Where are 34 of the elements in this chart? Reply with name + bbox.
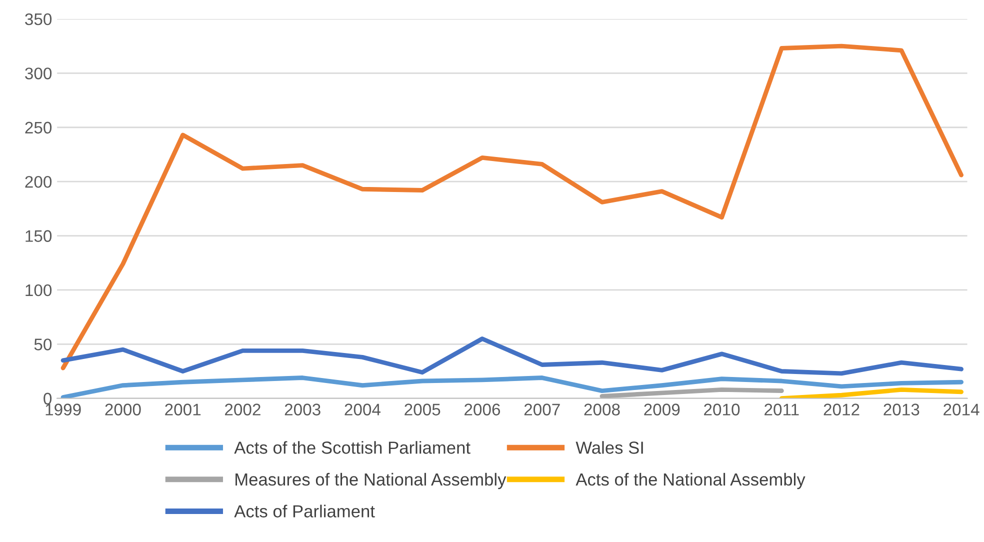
x-tick-label: 2010 [704, 404, 740, 416]
line-series [60, 376, 964, 398]
legend-label: Acts of the Scottish Parliament [234, 441, 470, 454]
x-tick-label: 2009 [644, 404, 680, 416]
x-tick-label: 2001 [165, 404, 201, 416]
x-tick-label: 2008 [584, 404, 620, 416]
x-tick-label: 2011 [764, 404, 799, 416]
y-tick-label: 350 [25, 13, 52, 26]
y-tick-label: 0 [44, 392, 52, 405]
line-series [600, 387, 784, 398]
x-tick-label: 2007 [524, 404, 560, 416]
y-tick-label: 50 [34, 338, 52, 350]
x-tick-label: 2003 [284, 404, 320, 416]
y-tick-label: 300 [25, 68, 52, 80]
legend-label: Measures of the National Assembly [236, 472, 506, 490]
x-tick-label: 2004 [344, 404, 381, 416]
legend-label: Acts of Parliament [234, 504, 375, 518]
y-tick-label: 200 [25, 176, 52, 188]
x-tick-label: 2014 [944, 404, 980, 416]
legend-label: Wales SI [576, 441, 643, 454]
line-series [60, 44, 964, 370]
x-tick-label: 2013 [884, 404, 920, 416]
x-tick-label: 2005 [404, 404, 440, 416]
x-tick-label: 2012 [824, 404, 860, 416]
x-tick-label: 2000 [105, 404, 141, 416]
y-tick-label: 150 [26, 230, 52, 242]
x-tick-label: 2006 [464, 404, 500, 416]
line-series [60, 336, 964, 376]
x-tick-label: 2002 [225, 404, 260, 416]
legend-label: Acts of the National Assembly [576, 472, 806, 490]
y-tick-label: 250 [25, 122, 52, 134]
x-tick-label: 1999 [46, 404, 81, 416]
y-tick-label: 100 [26, 284, 52, 296]
line-series [779, 387, 964, 398]
